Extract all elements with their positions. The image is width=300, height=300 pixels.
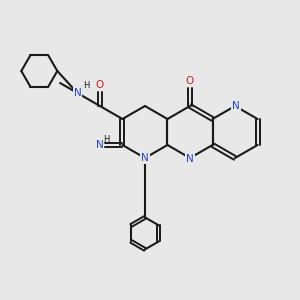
Text: H: H [83, 82, 90, 91]
Text: N: N [96, 140, 103, 150]
Text: N: N [232, 101, 240, 111]
Text: N: N [141, 153, 149, 163]
Text: N: N [186, 154, 194, 164]
Text: O: O [96, 80, 104, 90]
Text: O: O [186, 76, 194, 86]
Text: N: N [74, 88, 81, 98]
Text: H: H [103, 134, 110, 143]
